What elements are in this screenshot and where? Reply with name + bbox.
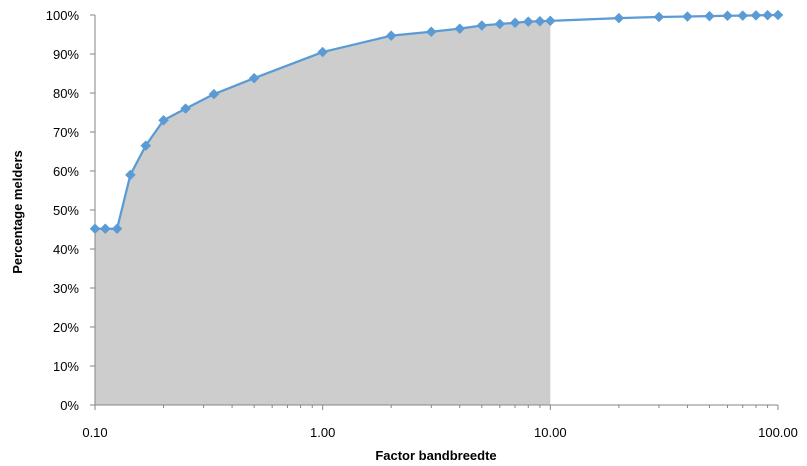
data-point-marker bbox=[385, 30, 397, 42]
y-tick-label: 100% bbox=[46, 8, 80, 23]
data-point-marker bbox=[248, 72, 260, 84]
x-tick-label: 1.00 bbox=[310, 425, 335, 440]
y-tick-label: 50% bbox=[53, 203, 79, 218]
data-point-marker bbox=[111, 223, 123, 235]
data-point-marker bbox=[704, 10, 715, 22]
data-point-marker bbox=[317, 46, 329, 58]
y-axis-title: Percentage melders bbox=[10, 150, 25, 274]
data-point-marker bbox=[737, 10, 749, 21]
data-point-marker bbox=[750, 10, 762, 21]
x-tick-label: 0.10 bbox=[82, 425, 107, 440]
data-point-marker bbox=[99, 223, 111, 235]
y-tick-label: 40% bbox=[53, 242, 79, 257]
data-point-marker bbox=[125, 169, 136, 181]
data-point-marker bbox=[653, 11, 665, 23]
data-point-marker bbox=[682, 11, 693, 22]
x-axis-title: Factor bandbreedte bbox=[375, 448, 496, 463]
shaded-area-layer bbox=[95, 20, 551, 405]
y-tick-label: 0% bbox=[60, 398, 79, 413]
data-point-marker bbox=[772, 9, 784, 21]
y-tick-label: 80% bbox=[53, 86, 79, 101]
data-point-marker bbox=[509, 17, 521, 29]
x-tick-labels: 0.10 1.00 10.00 100.00 bbox=[82, 425, 798, 440]
y-tick-label: 70% bbox=[53, 125, 79, 140]
data-point-marker bbox=[522, 16, 534, 27]
data-point-marker bbox=[762, 9, 773, 21]
data-point-marker bbox=[613, 12, 625, 24]
data-point-marker bbox=[534, 15, 546, 27]
y-tick-label: 60% bbox=[53, 164, 79, 179]
data-point-marker bbox=[140, 140, 152, 152]
data-point-marker bbox=[180, 103, 191, 114]
shaded-area bbox=[95, 20, 551, 405]
data-point-marker bbox=[476, 20, 488, 31]
series-layer bbox=[89, 9, 784, 235]
x-tick-label: 100.00 bbox=[758, 425, 798, 440]
y-tick-labels: 0% 10% 20% 30% 40% 50% 60% 70% 80% 90% 100% bbox=[46, 8, 80, 413]
data-point-marker bbox=[89, 223, 101, 235]
axes bbox=[90, 14, 779, 410]
x-tick-label: 10.00 bbox=[534, 425, 567, 440]
data-point-marker bbox=[425, 26, 437, 38]
data-point-marker bbox=[158, 114, 169, 126]
data-point-marker bbox=[722, 10, 733, 22]
data-point-marker bbox=[494, 18, 506, 30]
data-point-marker bbox=[454, 23, 466, 35]
y-tick-label: 20% bbox=[53, 320, 79, 335]
y-tick-label: 30% bbox=[53, 281, 79, 296]
y-tick-label: 90% bbox=[53, 47, 79, 62]
data-point-marker bbox=[208, 88, 220, 100]
series-line bbox=[95, 13, 779, 230]
y-tick-label: 10% bbox=[53, 359, 79, 374]
data-point-marker bbox=[544, 15, 556, 27]
